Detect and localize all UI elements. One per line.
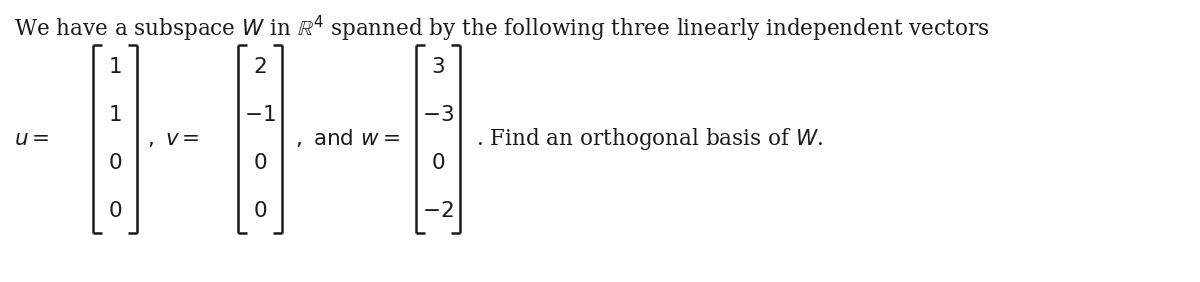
Text: $-2$: $-2$ — [422, 200, 454, 222]
Text: $0$: $0$ — [431, 152, 445, 174]
Text: . Find an orthogonal basis of $W$.: . Find an orthogonal basis of $W$. — [476, 126, 823, 152]
Text: $,\ \mathrm{and}\ w = $: $,\ \mathrm{and}\ w = $ — [295, 128, 400, 150]
Text: We have a subspace $W$ in $\mathbb{R}^4$ spanned by the following three linearly: We have a subspace $W$ in $\mathbb{R}^4$… — [14, 14, 990, 44]
Text: $0$: $0$ — [253, 152, 268, 174]
Text: $0$: $0$ — [108, 200, 122, 222]
Text: $2$: $2$ — [253, 56, 266, 78]
Text: $-3$: $-3$ — [422, 104, 454, 126]
Text: $0$: $0$ — [108, 152, 122, 174]
Text: $1$: $1$ — [108, 104, 122, 126]
Text: $-1$: $-1$ — [244, 104, 276, 126]
Text: $u = $: $u = $ — [14, 128, 49, 150]
Text: $1$: $1$ — [108, 56, 122, 78]
Text: $3$: $3$ — [431, 56, 445, 78]
Text: $0$: $0$ — [253, 200, 268, 222]
Text: $,\ v = $: $,\ v = $ — [148, 128, 199, 150]
